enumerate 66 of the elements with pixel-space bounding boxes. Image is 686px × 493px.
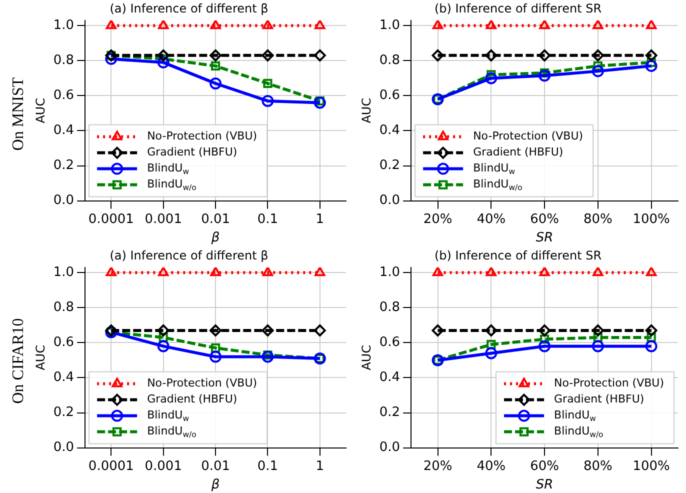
chart-title: (a) Inference of different β [110, 248, 268, 262]
y-tick-label: 0.2 [53, 158, 74, 174]
legend-label: No-Protection (VBU) [554, 376, 664, 390]
y-tick-label: 1.0 [379, 265, 400, 280]
x-axis-title: β [210, 478, 220, 493]
chart-title: (b) Inference of different SR [434, 1, 602, 16]
y-tick-label: 0.6 [379, 88, 400, 104]
x-tick-label: 20% [423, 458, 452, 474]
x-tick-label: 0.1 [257, 458, 278, 474]
x-tick-label: 0.001 [144, 212, 182, 227]
x-tick-label: 100% [632, 212, 670, 227]
x-axis-title: β [210, 230, 220, 246]
y-tick-label: 1.0 [53, 18, 74, 34]
y-tick-label: 0.0 [379, 440, 400, 456]
y-axis-title: AUC [359, 344, 374, 370]
x-tick-label: 0.01 [201, 212, 230, 227]
x-tick-label: 80% [583, 458, 612, 474]
legend-label: No-Protection (VBU) [147, 130, 258, 143]
x-tick-label: 60% [530, 458, 559, 474]
legend-label: No-Protection (VBU) [473, 130, 584, 143]
y-tick-label: 0.6 [53, 335, 74, 350]
x-axis-title: SR [536, 478, 554, 493]
x-tick-label: 40% [476, 212, 506, 227]
y-axis-title: AUC [33, 98, 48, 124]
y-tick-label: 0.0 [53, 193, 74, 208]
x-tick-label: 1 [316, 458, 324, 474]
chart-title: (a) Inference of different β [110, 1, 268, 16]
x-tick-label: 20% [423, 212, 452, 227]
y-tick-label: 0.6 [379, 335, 400, 350]
legend-label: No-Protection (VBU) [147, 376, 258, 390]
x-tick-label: 40% [476, 458, 506, 474]
text: On CIFAR10 [10, 317, 28, 406]
x-tick-label: 0.1 [257, 212, 278, 227]
y-tick-label: 0.8 [53, 300, 74, 316]
legend-label: Gradient (HBFU) [473, 146, 564, 159]
chart-title: (b) Inference of different SR [434, 248, 602, 262]
x-tick-label: 0.0001 [88, 458, 134, 474]
legend-label: Gradient (HBFU) [147, 392, 238, 406]
y-tick-label: 0.2 [379, 158, 400, 174]
y-axis-title: AUC [359, 98, 374, 124]
y-tick-label: 0.6 [53, 88, 74, 104]
y-tick-label: 0.4 [379, 123, 400, 138]
x-tick-label: 60% [530, 212, 559, 227]
y-tick-label: 1.0 [379, 18, 400, 34]
legend-label: Gradient (HBFU) [147, 146, 238, 159]
y-tick-label: 0.4 [53, 123, 74, 138]
y-tick-label: 0.2 [379, 405, 400, 420]
y-tick-label: 0.8 [53, 53, 74, 68]
y-tick-label: 0.0 [379, 193, 400, 208]
x-tick-label: 0.01 [201, 458, 230, 474]
x-tick-label: 80% [583, 212, 612, 227]
x-tick-label: 1 [316, 212, 324, 227]
x-axis-title: SR [536, 230, 554, 246]
x-tick-label: 100% [632, 458, 670, 474]
x-tick-label: 0.001 [144, 458, 182, 474]
y-tick-label: 1.0 [53, 265, 74, 280]
y-tick-label: 0.8 [379, 53, 400, 68]
y-tick-label: 0.2 [53, 405, 74, 420]
y-tick-label: 0.0 [53, 440, 74, 456]
x-tick-label: 0.0001 [88, 212, 134, 227]
text: On MNIST [10, 76, 28, 153]
y-tick-label: 0.4 [379, 370, 400, 386]
y-tick-label: 0.8 [379, 300, 400, 316]
legend-label: Gradient (HBFU) [554, 392, 644, 406]
y-tick-label: 0.4 [53, 370, 74, 386]
y-axis-title: AUC [33, 344, 48, 370]
